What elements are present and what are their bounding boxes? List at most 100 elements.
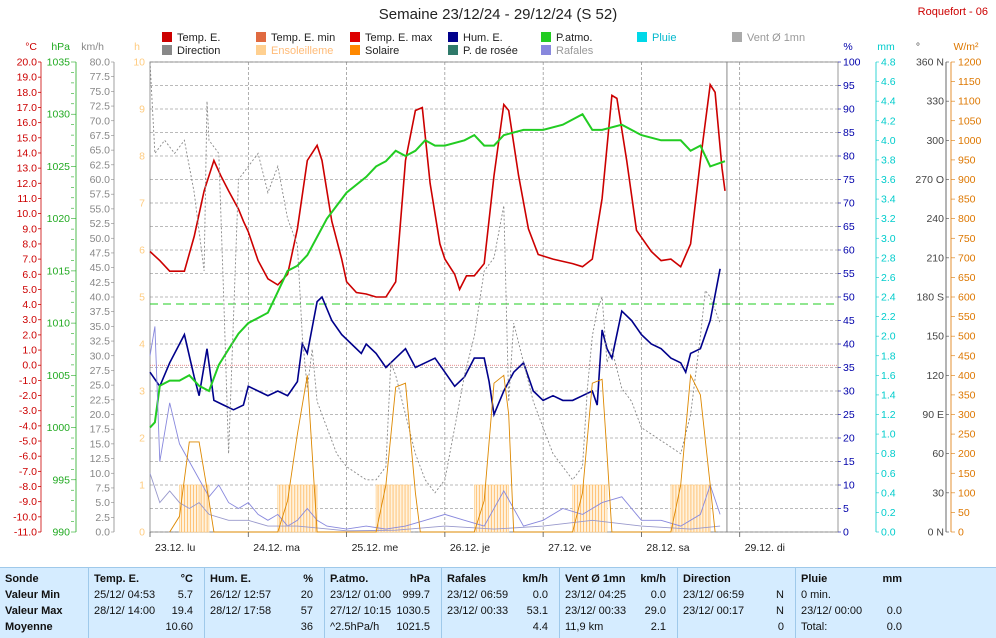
tick-label-wind: 72.5 [90,101,111,113]
tick-label-wind: 25.0 [90,380,111,392]
x-label: 24.12. ma [253,542,300,554]
tick-label-dir: 180 S [917,292,944,304]
legend-label: Temp. E. min [271,32,336,44]
stats-cell-date: 23/12/ 00:33 [565,605,627,617]
tick-label-sun: 2 [139,433,145,445]
legend-item: Vent Ø 1mn [732,32,805,45]
tick-label-hum: 60 [843,245,855,257]
stats-cell-date: 23/12/ 01:00 [330,589,392,601]
stats-header: Hum. E.% [210,568,319,587]
tick-label-solar: 550 [958,311,976,323]
plot-area [149,61,839,533]
tick-label-hum: 75 [843,174,855,186]
axis-unit-solar: W/m² [953,41,979,53]
tick-label-wind: 45.0 [90,262,111,274]
tick-label-hum: 25 [843,409,855,421]
legend-label: Ensoleilleme [271,45,334,57]
legend-label: Solaire [365,45,400,57]
legend-swatch [350,32,360,42]
legend-swatch [162,32,172,42]
tick-label-solar: 450 [958,350,976,362]
legend-label: Temp. E. max [365,32,433,44]
stats-cell-date: 28/12/ 14:00 [94,605,156,617]
legend-item: Rafales [541,45,593,58]
stats-row: 23/12/ 00:17 N [683,603,790,619]
legend-item: Temp. E. max [350,32,432,45]
legend-item: Temp. E. [162,32,220,45]
stats-cell-date: 23/12/ 00:17 [683,605,745,617]
tick-label-rain: 4.0 [881,135,896,147]
legend-swatch [541,45,551,55]
tick-label-temp: -6.0 [19,451,37,463]
stats-cell-date: 27/12/ 10:15 [330,605,392,617]
stats-header-title: Direction [683,573,731,585]
stats-row: Total: 0.0 [801,619,908,635]
tick-label-dir: 90 E [922,409,944,421]
stats-cell-value: 19.4 [171,605,193,617]
stats-header: Sonde [5,568,83,587]
tick-label-sun: 5 [139,292,145,304]
chart-title: Semaine 23/12/24 - 29/12/24 (S 52) [378,6,618,23]
tick-label-press: 995 [52,474,70,486]
tick-label-rain: 0.4 [881,487,896,499]
tick-label-wind: 42.5 [90,277,111,289]
stats-row-label: Valeur Min [5,589,61,601]
tick-label-press: 1005 [47,370,71,382]
tick-label-temp: 4.0 [22,299,37,311]
tick-label-rain: 1.0 [881,429,896,441]
stats-cell-value: 0 [777,621,784,633]
tick-label-press: 1025 [47,161,71,173]
tick-label-rain: 2.6 [881,272,896,284]
stats-row: 26/12/ 12:57 20 [210,587,319,603]
tick-label-press: 1015 [47,265,71,277]
stats-row: 11,9 km 2.1 [565,619,672,635]
stats-cell-date: 23/12/ 06:59 [447,589,509,601]
tick-label-hum: 35 [843,362,855,374]
stats-cell-date: 23/12/ 00:33 [447,605,509,617]
stats-cell-value: 53.1 [526,605,548,617]
legend-item: Direction [162,45,220,58]
legend-item: Solaire [350,45,399,58]
stats-row: ^2.5hPa/h 1021.5 [330,619,436,635]
stats-cell-value: 0.0 [650,589,666,601]
tick-label-temp: -1.0 [19,375,37,387]
chart-canvas: °C -11.0 -10.0 -9.0 -8.0 -7.0 -6.0 -5.0 -4.0 -3.0… [13,41,981,554]
stats-row: 28/12/ 14:00 19.4 [94,603,199,619]
tick-label-hum: 70 [843,198,855,210]
tick-label-sun: 7 [139,198,145,210]
tick-label-rain: 0.8 [881,448,896,460]
legend-swatch [350,45,360,55]
tick-label-hum: 100 [843,57,861,69]
legend-swatch [448,32,458,42]
stats-header: Pluie mm [801,568,908,587]
axis-unit-sun: h [134,41,140,53]
stats-row: 23/12/ 00:33 53.1 [447,603,554,619]
tick-label-hum: 50 [843,292,855,304]
tick-label-temp: -7.0 [19,466,37,478]
tick-label-temp: 2.0 [22,329,37,341]
stats-cell-date: 25/12/ 04:53 [94,589,156,601]
stats-row: 4.4 [447,619,554,635]
tick-label-temp: 11.0 [17,193,37,205]
tick-label-wind: 80.0 [90,57,111,69]
tick-label-solar: 50 [958,507,970,519]
tick-label-hum: 10 [843,480,855,492]
stats-header-title: Pluie [801,573,828,585]
stats-header-unit: % [303,573,313,585]
tick-label-wind: 27.5 [90,365,111,377]
tick-label-temp: -5.0 [19,436,37,448]
stats-cell-date: 28/12/ 17:58 [210,605,272,617]
station-name: Roquefort - 06 [917,6,988,18]
legend-item: Hum. E. [448,32,503,45]
tick-label-rain: 4.2 [881,115,896,127]
tick-label-rain: 0.0 [881,527,896,539]
tick-label-rain: 1.8 [881,350,896,362]
tick-label-rain: 3.8 [881,154,896,166]
tick-label-solar: 250 [958,429,976,441]
legend-item: Pluie [637,32,676,45]
stats-cell-value: 2.1 [650,621,666,633]
tick-label-temp: -3.0 [19,405,37,417]
tick-label-wind: 50.0 [90,233,111,245]
tick-label-dir: 360 N [916,57,944,69]
